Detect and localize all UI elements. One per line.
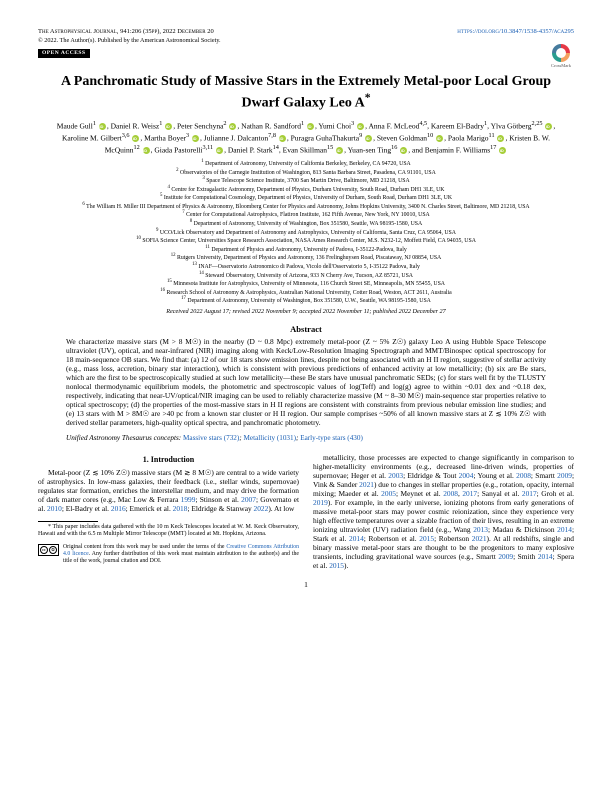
uat-link[interactable]: Massive stars (732) xyxy=(183,434,239,442)
article-dates: Received 2022 August 17; revised 2022 No… xyxy=(38,308,574,316)
journal-name: The Astrophysical Journal, xyxy=(38,28,118,35)
cc-text: Original content from this work may be u… xyxy=(63,544,299,564)
cc-badge: cc ① xyxy=(38,544,59,556)
footnote-rule xyxy=(38,521,98,522)
abstract-body: We characterize massive stars (M > 8 M☉)… xyxy=(66,337,546,427)
uat-link[interactable]: Metallicity (1031) xyxy=(244,434,297,442)
open-access-badge: OPEN ACCESS xyxy=(38,49,90,58)
crossmark-icon xyxy=(552,44,570,62)
abstract-heading: Abstract xyxy=(38,324,574,335)
uat-concepts: Unified Astronomy Thesaurus concepts: Ma… xyxy=(66,434,546,443)
page-number: 1 xyxy=(38,580,574,589)
article-title: A Panchromatic Study of Massive Stars in… xyxy=(48,74,564,112)
body-columns: 1. Introduction Metal-poor (Z ≲ 10% Z☉) … xyxy=(38,453,574,570)
cc-icon: cc xyxy=(40,546,48,554)
affiliations: 1 Department of Astronomy, University of… xyxy=(44,159,568,305)
crossmark-badge[interactable]: CrossMark xyxy=(548,44,574,70)
author-list: Maude Gull1 , Daniel R. Weisz1 , Peter S… xyxy=(48,120,564,156)
uat-link[interactable]: Early-type stars (430) xyxy=(300,434,363,442)
section-heading: 1. Introduction xyxy=(38,455,299,465)
citation: 941:206 (35pp), 2022 December 20 xyxy=(120,28,214,35)
right-column: metallicity, those processes are expecte… xyxy=(313,453,574,570)
crossmark-label: CrossMark xyxy=(548,63,574,69)
paragraph: Metal-poor (Z ≲ 10% Z☉) massive stars (M… xyxy=(38,468,299,513)
copyright-line: © 2022. The Author(s). Published by the … xyxy=(38,37,574,45)
cc-license-box: cc ① Original content from this work may… xyxy=(38,544,299,564)
doi-link[interactable]: https://doi.org/10.3847/1538-4357/aca295 xyxy=(457,28,574,36)
by-icon: ① xyxy=(49,546,57,554)
header-row: The Astrophysical Journal, 941:206 (35pp… xyxy=(38,28,574,36)
paragraph: metallicity, those processes are expecte… xyxy=(313,453,574,570)
left-column: 1. Introduction Metal-poor (Z ≲ 10% Z☉) … xyxy=(38,453,299,570)
title-footnote: * This paper includes data gathered with… xyxy=(38,524,299,538)
